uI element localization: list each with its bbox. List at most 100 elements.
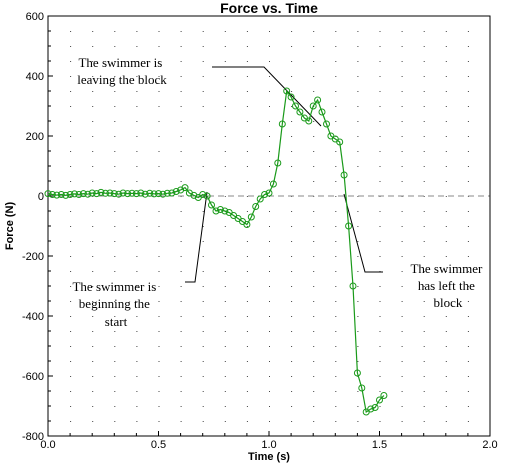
grid-dot bbox=[401, 376, 403, 377]
grid-dot bbox=[224, 31, 226, 32]
data-point bbox=[318, 108, 326, 116]
grid-dot bbox=[158, 31, 160, 32]
grid-dot bbox=[202, 91, 204, 92]
grid-dot bbox=[291, 181, 293, 182]
data-point bbox=[221, 207, 229, 215]
grid-dot bbox=[401, 226, 403, 227]
grid-dot bbox=[224, 61, 226, 62]
grid-dot bbox=[445, 196, 447, 197]
grid-dot bbox=[70, 241, 72, 242]
grid-dot bbox=[158, 256, 160, 257]
y-tick-label: 600 bbox=[26, 11, 44, 23]
grid-dot bbox=[136, 76, 138, 77]
grid-dot bbox=[379, 406, 381, 407]
data-point bbox=[216, 206, 224, 213]
data-point bbox=[247, 213, 255, 221]
grid-dot bbox=[158, 46, 160, 47]
grid-dot bbox=[467, 331, 469, 332]
grid-dot bbox=[379, 106, 381, 107]
grid-dot bbox=[158, 346, 160, 347]
grid-dot bbox=[401, 241, 403, 242]
grid-dot bbox=[202, 271, 204, 272]
grid-dot bbox=[269, 316, 270, 317]
grid-dot bbox=[180, 121, 182, 122]
grid-dot bbox=[269, 346, 270, 347]
grid-dot bbox=[114, 61, 116, 62]
grid-dot bbox=[136, 181, 138, 182]
grid-dot bbox=[70, 226, 72, 227]
data-point bbox=[323, 120, 330, 128]
grid-dot bbox=[269, 46, 270, 47]
grid-dot bbox=[313, 406, 315, 407]
grid-dot bbox=[401, 391, 403, 392]
grid-dot bbox=[246, 211, 248, 212]
data-point bbox=[75, 191, 83, 198]
grid-dot bbox=[202, 376, 204, 377]
grid-dot bbox=[291, 106, 293, 107]
grid-dot bbox=[313, 136, 315, 137]
grid-dot bbox=[92, 46, 94, 47]
grid-dot bbox=[335, 61, 337, 62]
data-point bbox=[57, 191, 65, 198]
data-point bbox=[128, 189, 136, 197]
grid-dot bbox=[467, 136, 469, 137]
grid-dot bbox=[158, 91, 160, 92]
grid-dot bbox=[114, 76, 116, 77]
grid-dot bbox=[445, 331, 447, 332]
grid-dot bbox=[313, 376, 315, 377]
grid-dot bbox=[291, 331, 293, 332]
data-point bbox=[208, 201, 215, 209]
grid-dot bbox=[467, 301, 469, 302]
annotation-leader bbox=[185, 191, 208, 283]
grid-dot bbox=[379, 181, 381, 182]
grid-dot bbox=[158, 241, 160, 242]
grid-dot bbox=[335, 76, 337, 77]
grid-dot bbox=[467, 376, 469, 377]
grid-dot bbox=[180, 316, 182, 317]
grid-dot bbox=[158, 406, 160, 407]
grid-dot bbox=[70, 151, 72, 152]
grid-dot bbox=[445, 181, 447, 182]
grid-dot bbox=[224, 166, 226, 167]
grid-dot bbox=[335, 226, 337, 227]
y-tick-label: -800 bbox=[22, 431, 44, 443]
grid-dot bbox=[379, 316, 381, 317]
annotation-leaving: The swimmer is leaving the block bbox=[77, 55, 167, 87]
grid-dots bbox=[70, 31, 469, 422]
grid-dot bbox=[224, 331, 226, 332]
grid-dot bbox=[445, 421, 447, 422]
grid-dot bbox=[70, 376, 72, 377]
grid-dot bbox=[70, 76, 72, 77]
grid-dot bbox=[313, 256, 315, 257]
y-tick-label: 200 bbox=[26, 131, 44, 143]
data-point bbox=[376, 396, 383, 404]
grid-dot bbox=[114, 406, 116, 407]
grid-dot bbox=[246, 121, 248, 122]
grid-dot bbox=[423, 346, 425, 347]
grid-dot bbox=[92, 256, 94, 257]
grid-dot bbox=[224, 256, 226, 257]
grid-dot bbox=[467, 271, 469, 272]
chart-title: Force vs. Time bbox=[220, 0, 318, 16]
annotation-beginning-line-1: The swimmer is bbox=[72, 279, 156, 294]
grid-dot bbox=[114, 361, 116, 362]
grid-dot bbox=[136, 346, 138, 347]
grid-dot bbox=[379, 91, 381, 92]
grid-dot bbox=[313, 46, 315, 47]
grid-dot bbox=[313, 121, 315, 122]
grid-dot bbox=[114, 331, 116, 332]
grid-dot bbox=[335, 316, 337, 317]
grid-dot bbox=[114, 31, 116, 32]
x-tick-label: 0.5 bbox=[151, 439, 166, 451]
grid-dot bbox=[158, 211, 160, 212]
grid-dot bbox=[136, 301, 138, 302]
grid-dot bbox=[158, 301, 160, 302]
grid-dot bbox=[445, 121, 447, 122]
grid-dot bbox=[92, 391, 94, 392]
grid-dot bbox=[291, 61, 293, 62]
grid-dot bbox=[423, 211, 425, 212]
grid-dot bbox=[92, 151, 94, 152]
grid-dot bbox=[467, 316, 469, 317]
grid-dot bbox=[158, 271, 160, 272]
grid-dot bbox=[357, 136, 359, 137]
